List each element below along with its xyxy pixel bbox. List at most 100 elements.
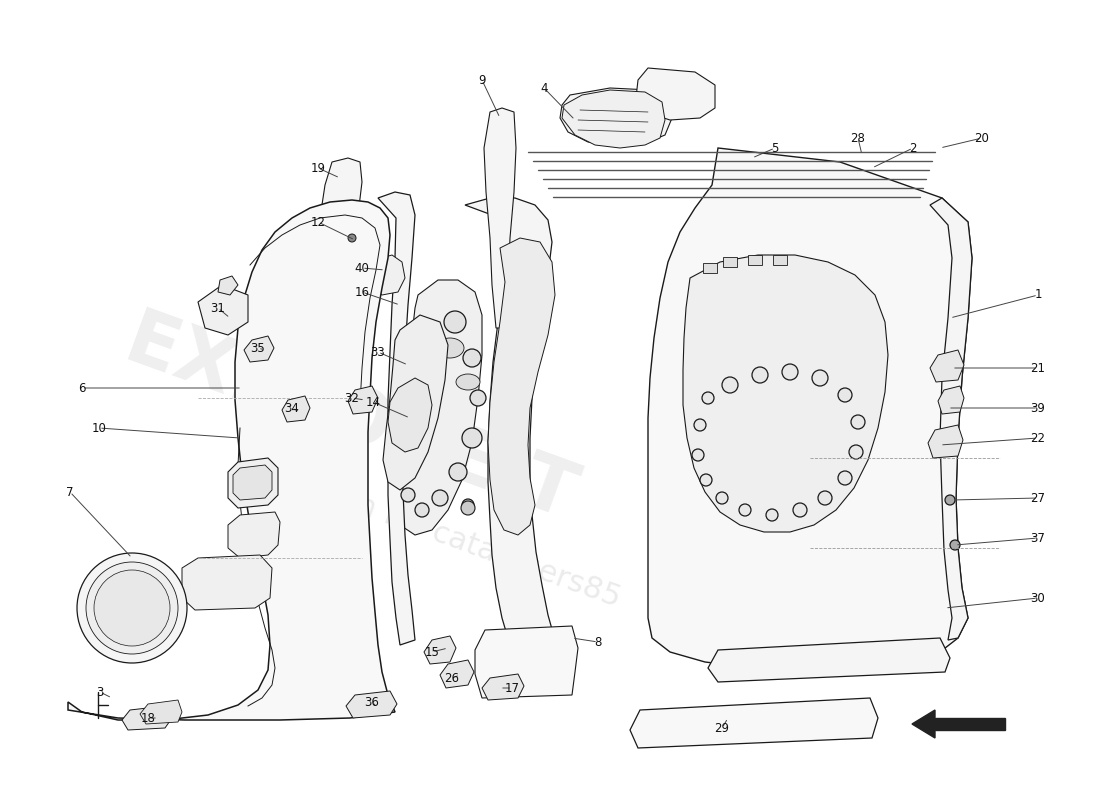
- Circle shape: [716, 492, 728, 504]
- Text: 17: 17: [505, 682, 519, 694]
- Circle shape: [694, 419, 706, 431]
- Polygon shape: [370, 255, 405, 295]
- Polygon shape: [244, 336, 274, 362]
- Text: 1: 1: [1034, 289, 1042, 302]
- Text: 37: 37: [1031, 531, 1045, 545]
- Circle shape: [462, 499, 474, 511]
- Circle shape: [415, 503, 429, 517]
- Circle shape: [782, 364, 797, 380]
- Text: 22: 22: [1031, 431, 1045, 445]
- Circle shape: [94, 570, 170, 646]
- Circle shape: [470, 390, 486, 406]
- Polygon shape: [282, 396, 310, 422]
- Circle shape: [838, 388, 853, 402]
- Circle shape: [348, 234, 356, 242]
- Polygon shape: [560, 88, 672, 145]
- Bar: [703, 263, 717, 273]
- Polygon shape: [198, 285, 248, 335]
- Text: 4: 4: [540, 82, 548, 94]
- Polygon shape: [383, 315, 448, 490]
- Text: 28: 28: [850, 131, 866, 145]
- Text: 9: 9: [478, 74, 486, 86]
- Text: 18: 18: [141, 711, 155, 725]
- Text: 33: 33: [371, 346, 385, 358]
- Text: 15: 15: [425, 646, 439, 658]
- Text: 21: 21: [1031, 362, 1045, 374]
- Text: 14: 14: [365, 395, 381, 409]
- Circle shape: [702, 392, 714, 404]
- Polygon shape: [390, 280, 482, 535]
- Polygon shape: [930, 350, 964, 382]
- Polygon shape: [348, 386, 378, 414]
- Bar: [773, 255, 786, 265]
- Text: 30: 30: [1031, 591, 1045, 605]
- Text: 6: 6: [78, 382, 86, 394]
- Polygon shape: [683, 255, 888, 532]
- Circle shape: [390, 463, 405, 477]
- Text: 34: 34: [285, 402, 299, 414]
- Polygon shape: [318, 158, 362, 278]
- Circle shape: [402, 488, 415, 502]
- Ellipse shape: [456, 374, 480, 390]
- Circle shape: [766, 509, 778, 521]
- Text: 16: 16: [354, 286, 370, 298]
- Circle shape: [812, 370, 828, 386]
- Circle shape: [432, 490, 448, 506]
- Text: 29: 29: [715, 722, 729, 734]
- Circle shape: [722, 377, 738, 393]
- Bar: [723, 257, 737, 267]
- Circle shape: [752, 367, 768, 383]
- Text: 10: 10: [91, 422, 107, 434]
- Circle shape: [461, 501, 475, 515]
- Polygon shape: [465, 198, 562, 665]
- Text: 5: 5: [771, 142, 779, 154]
- Text: 36: 36: [364, 695, 380, 709]
- Polygon shape: [562, 90, 666, 148]
- Ellipse shape: [436, 338, 464, 358]
- Polygon shape: [122, 706, 172, 730]
- Polygon shape: [930, 198, 972, 640]
- Polygon shape: [378, 192, 415, 645]
- Polygon shape: [636, 68, 715, 120]
- Polygon shape: [140, 700, 182, 724]
- Circle shape: [86, 562, 178, 654]
- Text: 19: 19: [310, 162, 326, 174]
- Circle shape: [849, 445, 864, 459]
- Polygon shape: [346, 691, 397, 718]
- Text: 12: 12: [310, 215, 326, 229]
- Polygon shape: [424, 636, 456, 664]
- Text: 7: 7: [66, 486, 74, 498]
- Polygon shape: [68, 200, 395, 720]
- Polygon shape: [228, 512, 280, 558]
- Polygon shape: [928, 425, 962, 458]
- Polygon shape: [708, 638, 950, 682]
- Text: 32: 32: [344, 391, 360, 405]
- Text: 39: 39: [1031, 402, 1045, 414]
- Polygon shape: [388, 378, 432, 452]
- Circle shape: [444, 311, 466, 333]
- Circle shape: [793, 503, 807, 517]
- Text: 35: 35: [251, 342, 265, 354]
- Circle shape: [692, 449, 704, 461]
- Polygon shape: [182, 555, 272, 610]
- Circle shape: [700, 474, 712, 486]
- Text: a classun for catalogers85: a classun for catalogers85: [235, 447, 625, 613]
- Polygon shape: [228, 458, 278, 508]
- Text: 31: 31: [210, 302, 225, 314]
- Polygon shape: [488, 238, 556, 535]
- Polygon shape: [912, 710, 935, 738]
- Circle shape: [818, 491, 832, 505]
- Circle shape: [449, 463, 468, 481]
- Circle shape: [739, 504, 751, 516]
- Polygon shape: [482, 674, 524, 700]
- Polygon shape: [233, 465, 272, 500]
- Text: 40: 40: [354, 262, 370, 274]
- Polygon shape: [935, 718, 1005, 730]
- Polygon shape: [475, 626, 578, 698]
- Text: 26: 26: [444, 671, 460, 685]
- Bar: [748, 255, 762, 265]
- Polygon shape: [630, 698, 878, 748]
- Polygon shape: [218, 276, 238, 295]
- Circle shape: [950, 540, 960, 550]
- Text: 2: 2: [910, 142, 916, 154]
